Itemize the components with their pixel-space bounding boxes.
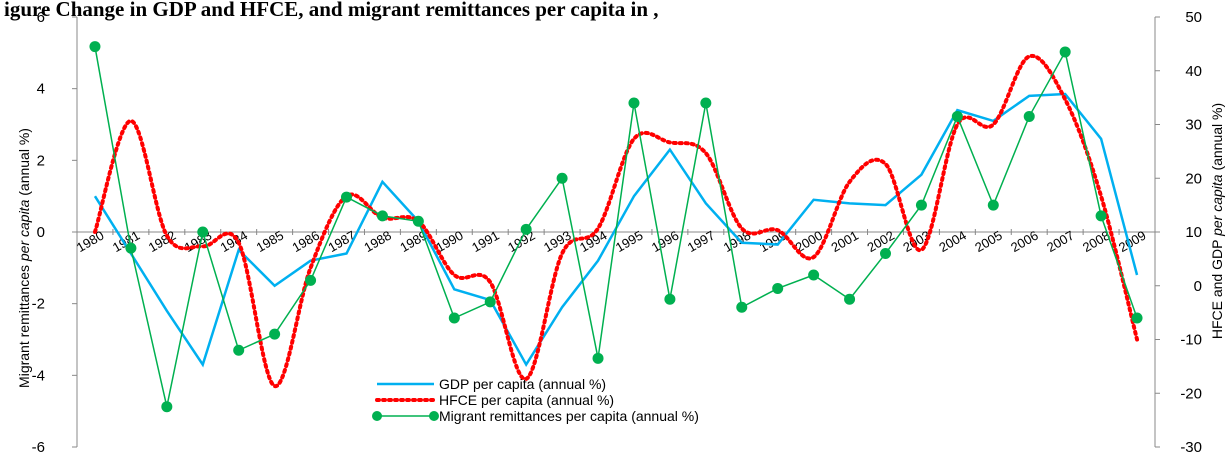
series-point (376, 210, 388, 222)
series-line-2 (92, 54, 1140, 389)
left-tick-label: 4 (37, 81, 45, 98)
series-point (412, 215, 424, 227)
series-point (844, 293, 856, 305)
right-tick-label: -30 (1180, 439, 1202, 453)
left-axis: -6 -4 -2 0 2 4 6 (32, 9, 77, 453)
legend: GDP per capita (annual %)HFCE per capita… (372, 376, 699, 424)
right-tick-label: 30 (1185, 117, 1202, 134)
series-point (233, 344, 245, 356)
series-point (161, 401, 173, 413)
legend-label-2: HFCE per capita (annual %) (439, 392, 614, 408)
series-point (1023, 110, 1035, 122)
series-line-3 (94, 46, 1138, 407)
series-point (880, 248, 891, 259)
right-tick-label: 0 (1194, 278, 1202, 295)
series-point (448, 312, 460, 324)
series-point (736, 301, 748, 313)
series-point (89, 41, 101, 53)
left-tick-label: -2 (32, 296, 45, 313)
series-point (1131, 312, 1143, 324)
left-tick-label: 2 (37, 152, 45, 169)
series-point (772, 282, 784, 294)
series-point (1059, 46, 1071, 58)
series-point (269, 328, 281, 340)
series-point (341, 191, 352, 203)
legend-marker (429, 411, 439, 421)
legend-label-3: Migrant remittances per capita (annual %… (439, 408, 699, 424)
left-tick-label: 0 (37, 224, 45, 241)
right-tick-label: -20 (1180, 385, 1202, 402)
series-point (1095, 210, 1107, 222)
left-axis-title: Migrant remittances per capita (annual %… (16, 128, 32, 388)
series-point (520, 223, 532, 235)
series-layer (89, 41, 1143, 413)
chart-title: igure Change in GDP and HFCE, and migran… (4, 0, 659, 21)
legend-label-1: GDP per capita (annual %) (439, 376, 606, 392)
series-point (915, 199, 927, 211)
right-tick-label: 40 (1185, 63, 1202, 80)
left-tick-label: -4 (32, 367, 45, 384)
right-axis: -30 -20 -10 0 10 20 30 40 50 (1155, 9, 1202, 453)
series-point (987, 199, 999, 211)
series-point (125, 242, 137, 254)
series-point (628, 97, 640, 109)
series-point (664, 293, 676, 305)
right-axis-title: HFCE and GDP per capita (annual %) (1209, 103, 1225, 339)
right-tick-label: -10 (1180, 332, 1202, 349)
series-point (808, 269, 820, 281)
series-point (305, 274, 317, 286)
right-tick-label: 10 (1185, 224, 1202, 241)
legend-marker (372, 411, 382, 421)
right-tick-label: 20 (1185, 170, 1202, 187)
series-point (592, 352, 604, 364)
right-tick-label: 50 (1185, 9, 1202, 26)
left-tick-label: -6 (32, 439, 45, 453)
series-point (700, 97, 712, 109)
series-point (951, 110, 963, 122)
series-point (556, 172, 568, 184)
series-point (484, 296, 496, 308)
left-tick-label: 6 (37, 9, 45, 26)
series-point (197, 226, 209, 238)
